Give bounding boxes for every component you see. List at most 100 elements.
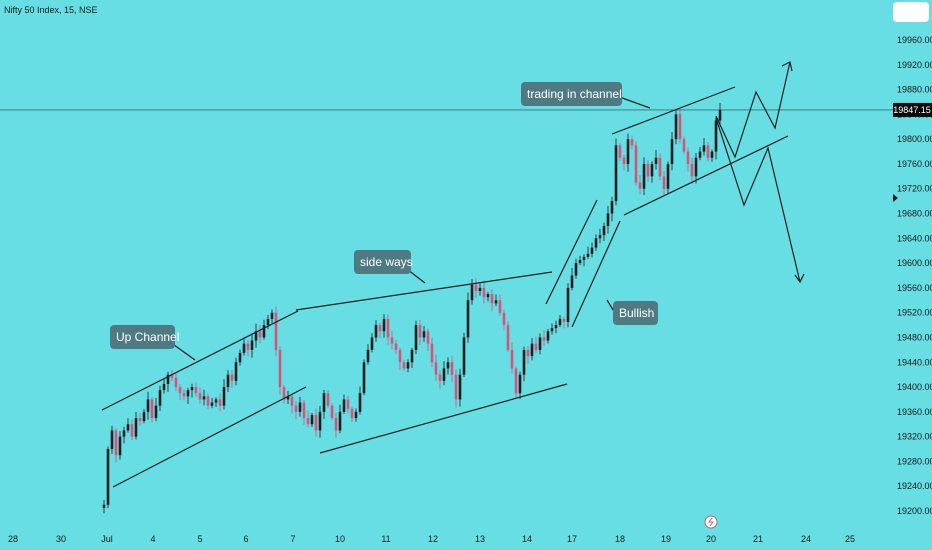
candle-up: [382, 318, 386, 332]
lightning-icon[interactable]: [704, 515, 718, 529]
candle-down: [438, 374, 442, 381]
candle-up: [322, 393, 326, 412]
time-axis-tick-label: 7: [290, 534, 295, 544]
candle-down: [294, 405, 298, 412]
candle-up: [602, 225, 606, 236]
candle-down: [502, 312, 506, 326]
candle-down: [490, 294, 494, 304]
candle-up: [262, 325, 266, 338]
candle-up: [126, 424, 130, 431]
candle-up: [142, 411, 146, 422]
candle-down: [334, 418, 338, 431]
time-axis-tick-label: 28: [8, 534, 18, 544]
candle-down: [174, 377, 178, 388]
candle-up: [586, 253, 590, 257]
candle-up: [106, 449, 110, 505]
candle-up: [318, 411, 322, 431]
price-axis: 19960.0019920.0019880.0019840.0019800.00…: [897, 35, 932, 516]
candle-down: [278, 349, 282, 388]
bullish-upper-line: [545, 199, 598, 305]
callout-side-ways-text: side ways: [360, 255, 413, 269]
candle-up: [522, 349, 526, 375]
candle-up: [342, 399, 346, 412]
candle-up: [550, 328, 554, 332]
price-axis-tick-label: 19560.00: [897, 283, 932, 293]
time-axis-tick-label: 4: [150, 534, 155, 544]
candle-up: [566, 287, 570, 322]
price-axis-tick-label: 19200.00: [897, 506, 932, 516]
candle-up: [530, 343, 534, 357]
candle-down: [198, 393, 202, 400]
candle-down: [418, 325, 422, 338]
last-price-tag: 19847.15: [893, 102, 932, 117]
candle-up: [162, 383, 166, 391]
candle-up: [610, 201, 614, 214]
candle-down: [138, 418, 142, 422]
candle-up: [462, 337, 466, 375]
candle-up: [654, 157, 658, 164]
time-axis-tick-label: 10: [335, 534, 345, 544]
candle-down: [258, 331, 262, 338]
candle-up: [582, 256, 586, 261]
candle-up: [518, 374, 522, 394]
candle-down: [350, 408, 354, 419]
candle-down: [498, 300, 502, 313]
candle-up: [374, 325, 378, 338]
candle-down: [506, 325, 510, 350]
candle-down: [150, 399, 154, 419]
chart-control-button[interactable]: [893, 2, 929, 22]
candle-up: [110, 430, 114, 450]
candle-up: [614, 145, 618, 202]
price-axis-tick-label: 19520.00: [897, 308, 932, 318]
price-axis-tick-label: 19360.00: [897, 407, 932, 417]
candle-up: [674, 114, 678, 140]
callout-side-ways: side ways: [354, 250, 413, 274]
time-axis-tick-label: 25: [845, 534, 855, 544]
price-axis-tick-label: 19960.00: [897, 35, 932, 45]
candle-up: [102, 504, 106, 508]
candle-up: [570, 275, 574, 288]
candle-up: [362, 362, 366, 394]
candle-up: [146, 399, 150, 412]
time-axis-tick-label: 13: [475, 534, 485, 544]
candle-up: [558, 318, 562, 326]
price-axis-tick-label: 19480.00: [897, 332, 932, 342]
candle-down: [706, 145, 710, 158]
up-channel-upper-line: [101, 310, 299, 411]
candle-up: [546, 331, 550, 341]
candle-up: [718, 109, 722, 121]
candle-up: [214, 399, 218, 403]
time-axis-tick-label: Jul: [101, 534, 113, 544]
time-axis-tick-label: 21: [753, 534, 763, 544]
candle-up: [446, 362, 450, 369]
candle-up: [598, 235, 602, 239]
candle-up: [238, 352, 242, 363]
callout-bullish: Bullish: [613, 301, 658, 325]
candle-up: [354, 411, 358, 419]
candle-up: [458, 374, 462, 400]
candle-up: [410, 349, 414, 363]
candle-up: [578, 260, 582, 264]
chart-title: Nifty 50 Index, 15, NSE: [4, 5, 98, 15]
last-price-label: 19847.15: [893, 105, 931, 115]
candle-down: [562, 318, 566, 322]
candle-up: [626, 139, 630, 164]
price-axis-tick-label: 19880.00: [897, 85, 932, 95]
candle-up: [442, 368, 446, 381]
candle-down: [402, 362, 406, 369]
candle-down: [646, 163, 650, 177]
candle-up: [270, 312, 274, 319]
candle-down: [170, 374, 174, 378]
time-axis-tick-label: 18: [615, 534, 625, 544]
candle-down: [474, 284, 478, 291]
candle-up: [414, 325, 418, 350]
time-axis-tick-label: 17: [567, 534, 577, 544]
candle-up: [234, 362, 238, 381]
candle-up: [650, 163, 654, 177]
callout-bullish-text: Bullish: [619, 306, 654, 320]
price-axis-tick-label: 19280.00: [897, 456, 932, 466]
candle-up: [202, 396, 206, 400]
arrow-down-head: [794, 273, 805, 284]
price-axis-tick-label: 19760.00: [897, 159, 932, 169]
